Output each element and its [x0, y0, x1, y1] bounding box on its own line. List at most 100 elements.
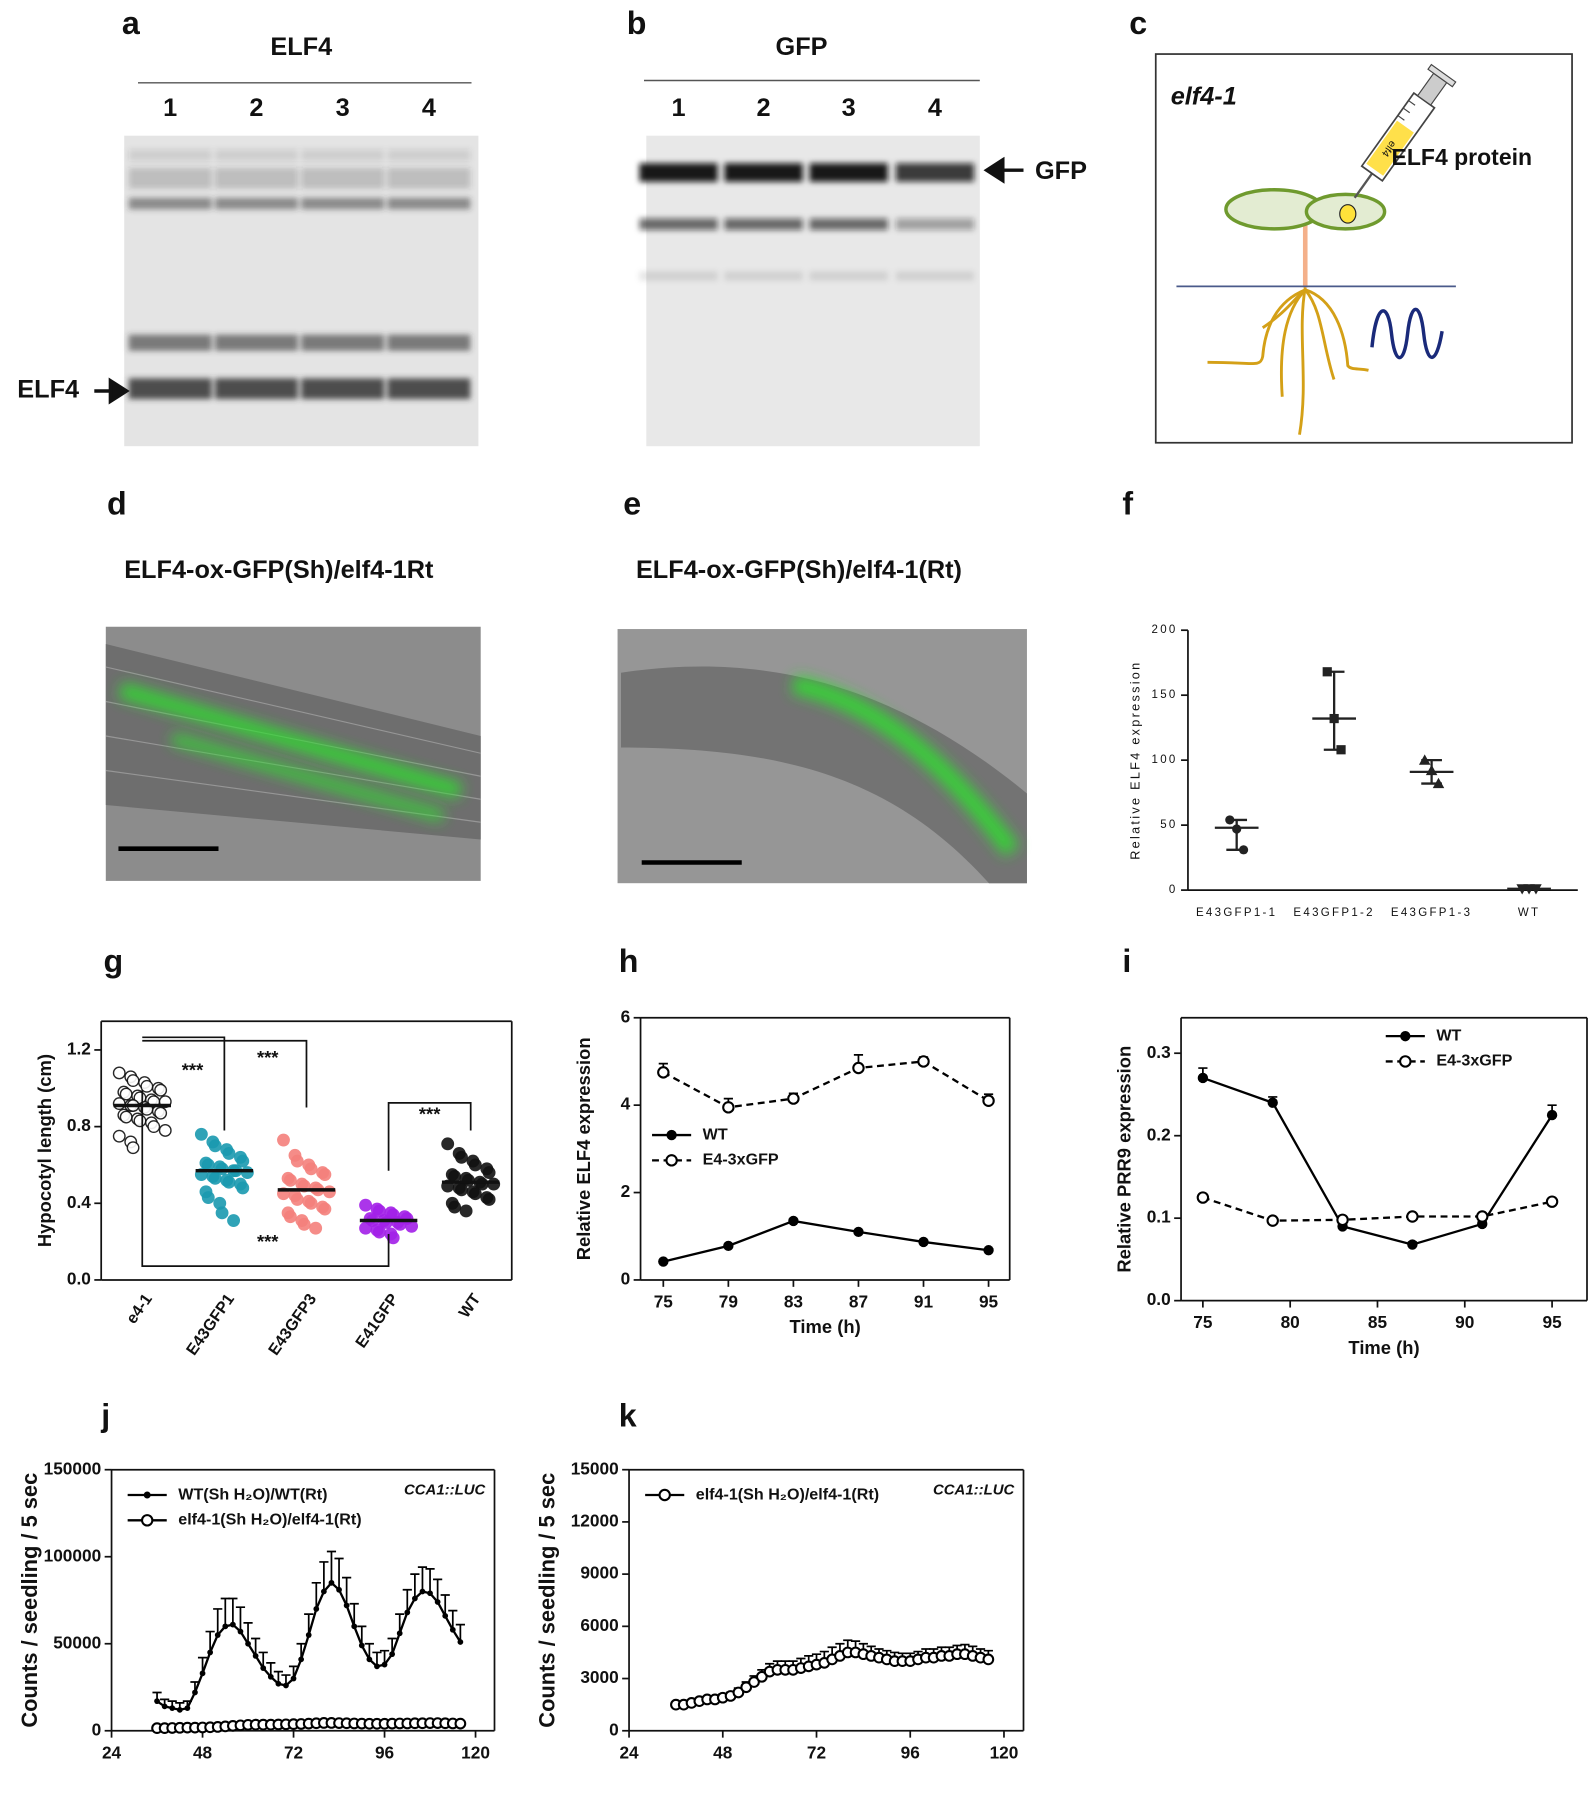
x-tick-label: E43GFP1-1 [1196, 907, 1277, 919]
x-tick-label: 96 [901, 1742, 920, 1762]
band [387, 378, 471, 400]
series-line [1202, 1076, 1554, 1246]
marker [787, 1092, 800, 1105]
image-title: ELF4-ox-GFP(Sh)/elf4-1(Rt) [636, 556, 962, 584]
band [639, 163, 718, 182]
error-bar [304, 1613, 314, 1636]
point [318, 1168, 332, 1181]
arrow [983, 156, 1024, 184]
point [468, 1158, 482, 1172]
band [301, 167, 385, 189]
x-tick-label: 48 [713, 1742, 733, 1762]
band [639, 218, 718, 230]
series-line [156, 1581, 462, 1712]
panel-letter: g [104, 943, 124, 979]
gel-image [646, 135, 980, 447]
annotation: CCA1::LUC [933, 1481, 1015, 1498]
point [290, 1193, 304, 1206]
band [387, 167, 471, 189]
band [639, 271, 718, 281]
marker [214, 1632, 221, 1638]
y-tick-label: 2 [621, 1181, 631, 1201]
y-axis-label: Counts / seedling / 5 sec [534, 1473, 559, 1728]
point [215, 1206, 229, 1220]
point [133, 1114, 147, 1128]
x-tick-label: 91 [914, 1292, 934, 1312]
x-axis-label: Time (h) [1348, 1337, 1419, 1358]
y-tick-label: 15000 [571, 1458, 619, 1478]
point [309, 1221, 323, 1235]
panel-letter: b [627, 5, 647, 41]
error-bar [243, 1621, 253, 1644]
x-tick-label: WT [455, 1290, 484, 1321]
marker [1267, 1097, 1278, 1108]
x-tick-label: 72 [807, 1742, 826, 1762]
marker [1546, 1109, 1558, 1121]
marker [381, 1661, 388, 1668]
x-tick-label: 24 [619, 1742, 639, 1762]
y-tick-label: 0.0 [1147, 1289, 1171, 1309]
legend-label: E4-3xGFP [703, 1151, 779, 1169]
x-tick-label: E43GFP1-3 [1391, 907, 1472, 919]
point [208, 1171, 222, 1185]
band [387, 334, 471, 351]
y-tick-label: 9000 [580, 1563, 618, 1583]
significance-label: *** [419, 1103, 441, 1124]
band [724, 271, 803, 281]
point [304, 1162, 318, 1176]
error-bar [213, 1608, 223, 1636]
y-tick-label: 6000 [580, 1615, 618, 1635]
y-tick-label: 200 [1152, 624, 1178, 636]
band [128, 167, 212, 189]
error-bar [326, 1550, 337, 1583]
marker [1545, 1195, 1559, 1208]
marker [260, 1665, 267, 1671]
marker [140, 1514, 154, 1527]
band [215, 197, 298, 210]
x-tick-label: 85 [1368, 1312, 1388, 1332]
marker [328, 1579, 335, 1586]
lane-label: 1 [163, 94, 177, 122]
band [128, 149, 212, 161]
marker [918, 1236, 929, 1248]
marker [722, 1101, 735, 1114]
error-bar [425, 1568, 435, 1594]
gel-a: ELF4 1 2 3 4 ELF4 [17, 33, 479, 447]
error-bar [448, 1609, 458, 1630]
marker [1232, 824, 1242, 834]
y-tick-label: 150000 [44, 1458, 102, 1478]
marker [740, 1681, 753, 1694]
point [126, 1141, 140, 1155]
x-tick-label: E43GFP1 [183, 1290, 238, 1358]
point [222, 1175, 236, 1189]
x-tick-label: 83 [784, 1292, 803, 1312]
x-axis-label: Time (h) [790, 1316, 861, 1337]
error-bar [334, 1557, 344, 1590]
marker [1197, 1072, 1209, 1084]
marker [1329, 713, 1339, 724]
x-tick-label: E43GFP3 [265, 1290, 320, 1358]
series-line [663, 1219, 989, 1263]
band [387, 197, 471, 210]
marker [449, 1626, 456, 1633]
y-tick-label: 4 [621, 1094, 631, 1114]
marker [351, 1623, 358, 1630]
y-tick-label: 50000 [53, 1632, 101, 1652]
marker [199, 1670, 206, 1677]
lane-label: 4 [422, 94, 436, 122]
chart: 0 50 100 150 200 E43GFP1-1 E43GFP1-2 E43GFP1-3 W… [1129, 624, 1578, 919]
band [215, 167, 298, 189]
marker [1336, 745, 1346, 755]
y-axis-label: Relative ELF4 expression [573, 1037, 594, 1260]
figure-content: a b c d e f g h i j k ELF4 1 2 3 4 ELF4 … [17, 5, 1588, 1800]
point [126, 1074, 140, 1088]
marker [321, 1588, 327, 1595]
band [301, 197, 385, 210]
error-bar [228, 1597, 238, 1625]
y-tick-label: 100000 [44, 1545, 102, 1565]
x-tick-label: 75 [1193, 1312, 1213, 1332]
marker [982, 1094, 995, 1107]
point [277, 1133, 290, 1147]
y-tick-label: 3000 [580, 1667, 618, 1687]
